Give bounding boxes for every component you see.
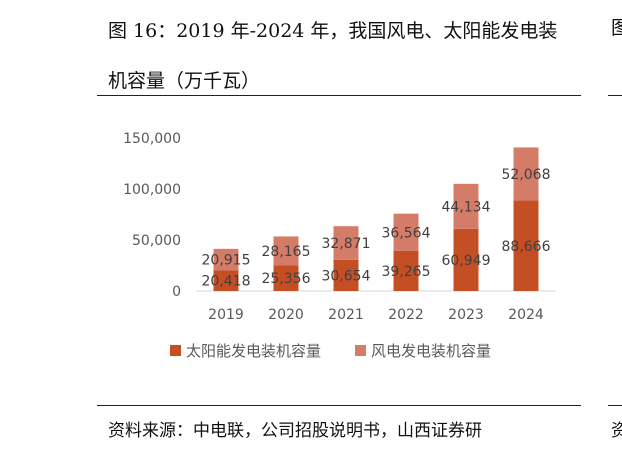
y-tick-label: 0 [172,284,181,300]
edge-glyph-bottom: 资 [611,421,622,441]
legend-label-wind: 风电发电装机容量 [371,342,491,360]
data-label-wind-2024: 52,068 [502,167,551,183]
bar-wind-2020 [273,236,299,266]
source-note: 资料来源：中电联，公司招股说明书，山西证券研 [108,421,482,441]
data-label-solar-2019: 20,418 [202,274,251,290]
bar-solar-2024 [513,200,539,291]
stacked-bar-chart: 0 50,000 100,000 150,000 20,418 20,915 2019 25,… [123,131,556,360]
y-tick-label: 150,000 [123,131,181,147]
data-label-solar-2021: 30,654 [322,268,371,284]
bar-wind-2023 [453,183,479,229]
x-tick-label-2021: 2021 [328,307,364,323]
data-label-wind-2022: 36,564 [382,225,431,241]
bar-solar-2022 [393,250,419,291]
legend-label-solar: 太阳能发电装机容量 [186,342,321,360]
x-tick-label-2019: 2019 [208,307,244,323]
figure-title-line1: 图 16：2019 年-2024 年，我国风电、太阳能发电装 [108,20,558,42]
bar-solar-2023 [453,228,479,291]
data-label-solar-2022: 39,265 [382,264,431,280]
bottom-rule [97,405,581,406]
figure-title: 图 16：2019 年-2024 年，我国风电、太阳能发电装 机容量（万千瓦） [108,6,588,106]
x-tick-label-2023: 2023 [448,307,484,323]
bar-wind-2024 [513,147,539,201]
y-tick-label: 100,000 [123,182,181,198]
data-label-wind-2019: 20,915 [202,253,251,269]
edge-rule-top [608,95,622,96]
legend-swatch-solar [170,345,181,356]
x-tick-label-2024: 2024 [508,307,544,323]
top-rule [97,95,581,96]
bar-solar-2019 [213,270,239,291]
data-label-solar-2020: 25,356 [262,271,311,287]
bar-wind-2021 [333,226,359,260]
edge-glyph-top: 图 [611,17,622,39]
bar-wind-2019 [213,248,239,271]
data-label-solar-2023: 60,949 [442,253,491,269]
bar-wind-2022 [393,213,419,251]
legend-swatch-wind [355,345,366,356]
data-label-wind-2021: 32,871 [322,236,371,252]
edge-rule-bottom [608,405,622,406]
data-label-solar-2024: 88,666 [502,239,551,255]
bar-solar-2020 [273,265,299,291]
data-label-wind-2020: 28,165 [262,244,311,260]
y-tick-label: 50,000 [132,233,181,249]
bar-solar-2021 [333,259,359,291]
x-tick-label-2022: 2022 [388,307,424,323]
x-tick-label-2020: 2020 [268,307,304,323]
data-label-wind-2023: 44,134 [442,199,491,215]
figure-title-line2: 机容量（万千瓦） [108,70,261,92]
